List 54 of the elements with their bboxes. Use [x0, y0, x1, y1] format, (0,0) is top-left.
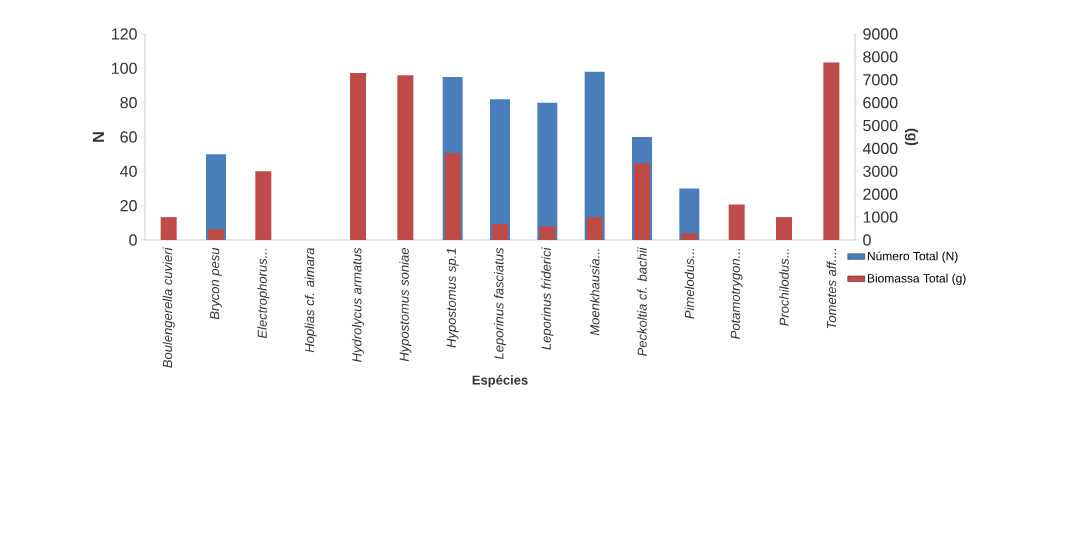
y-tick-label: 100 — [112, 62, 137, 74]
bar — [255, 171, 272, 240]
y-tick-label: 0 — [129, 234, 137, 246]
bar — [490, 99, 510, 240]
y2-tick-label: 5000 — [863, 119, 898, 132]
y-tick-label: 80 — [120, 97, 137, 109]
x-tick-label: Hydrolycus armatus — [351, 247, 365, 362]
x-tick-label: Potamotrygon... — [730, 249, 743, 339]
y2-tick-label: 8000 — [863, 51, 898, 63]
x-tick-label: Hoplias cf. aimara — [304, 247, 317, 353]
bar — [537, 102, 558, 240]
legend-label: Biomassa Total (g) — [867, 273, 966, 285]
y2-tick-label: 9000 — [863, 28, 898, 40]
y2-axis-title: (g) — [904, 128, 919, 146]
bar — [776, 217, 793, 240]
y2-tick-label: 0 — [863, 234, 871, 246]
bar — [539, 226, 556, 240]
y-tick-label: 20 — [120, 200, 137, 212]
x-tick-label: Hypostomus sp.1 — [446, 248, 459, 348]
x-axis-title: Espécies — [472, 375, 528, 388]
y2-tick-label: 4000 — [862, 142, 898, 155]
y2-tick-label: 2000 — [863, 188, 898, 200]
legend-label: Número Total (N) — [867, 251, 958, 263]
y2-tick-label: 6000 — [863, 97, 898, 109]
bar — [160, 217, 177, 240]
y2-tick-label: 1000 — [863, 211, 898, 223]
x-tick-label: Peckoltia cf. bachii — [637, 247, 647, 356]
x-tick-label: Leporinus fasciatus — [493, 247, 507, 360]
bar — [679, 188, 700, 240]
bar — [350, 72, 366, 240]
bar — [492, 223, 509, 240]
x-tick-label: Hypostomus soniae — [399, 248, 412, 362]
bar — [584, 71, 605, 240]
y-tick-label: 120 — [112, 28, 137, 40]
y2-tick-label: 7000 — [863, 74, 898, 86]
x-tick-label: Boulengerella cuvieri — [162, 247, 175, 368]
x-tick-label: Pimelodus... — [684, 249, 695, 319]
bar — [206, 154, 226, 240]
y-tick-label: 60 — [120, 131, 137, 143]
bar — [823, 62, 840, 240]
x-tick-label: Moenkhausia... — [589, 249, 600, 336]
y-axis-title: N — [92, 132, 104, 142]
x-tick-label: Brycon pesu — [210, 247, 222, 320]
bar — [728, 204, 745, 240]
x-tick-label: Electrophorus... — [257, 249, 270, 339]
bar — [397, 75, 414, 240]
x-tick-label: Prochilodus... — [779, 249, 789, 326]
y2-tick-label: 3000 — [863, 165, 898, 177]
bar — [208, 229, 224, 240]
bar — [681, 233, 698, 240]
x-tick-label: Tometes aff.... — [826, 249, 837, 329]
x-tick-label: Leporinus friderici — [541, 247, 554, 350]
bar — [586, 217, 603, 240]
y-tick-label: 40 — [120, 165, 137, 177]
